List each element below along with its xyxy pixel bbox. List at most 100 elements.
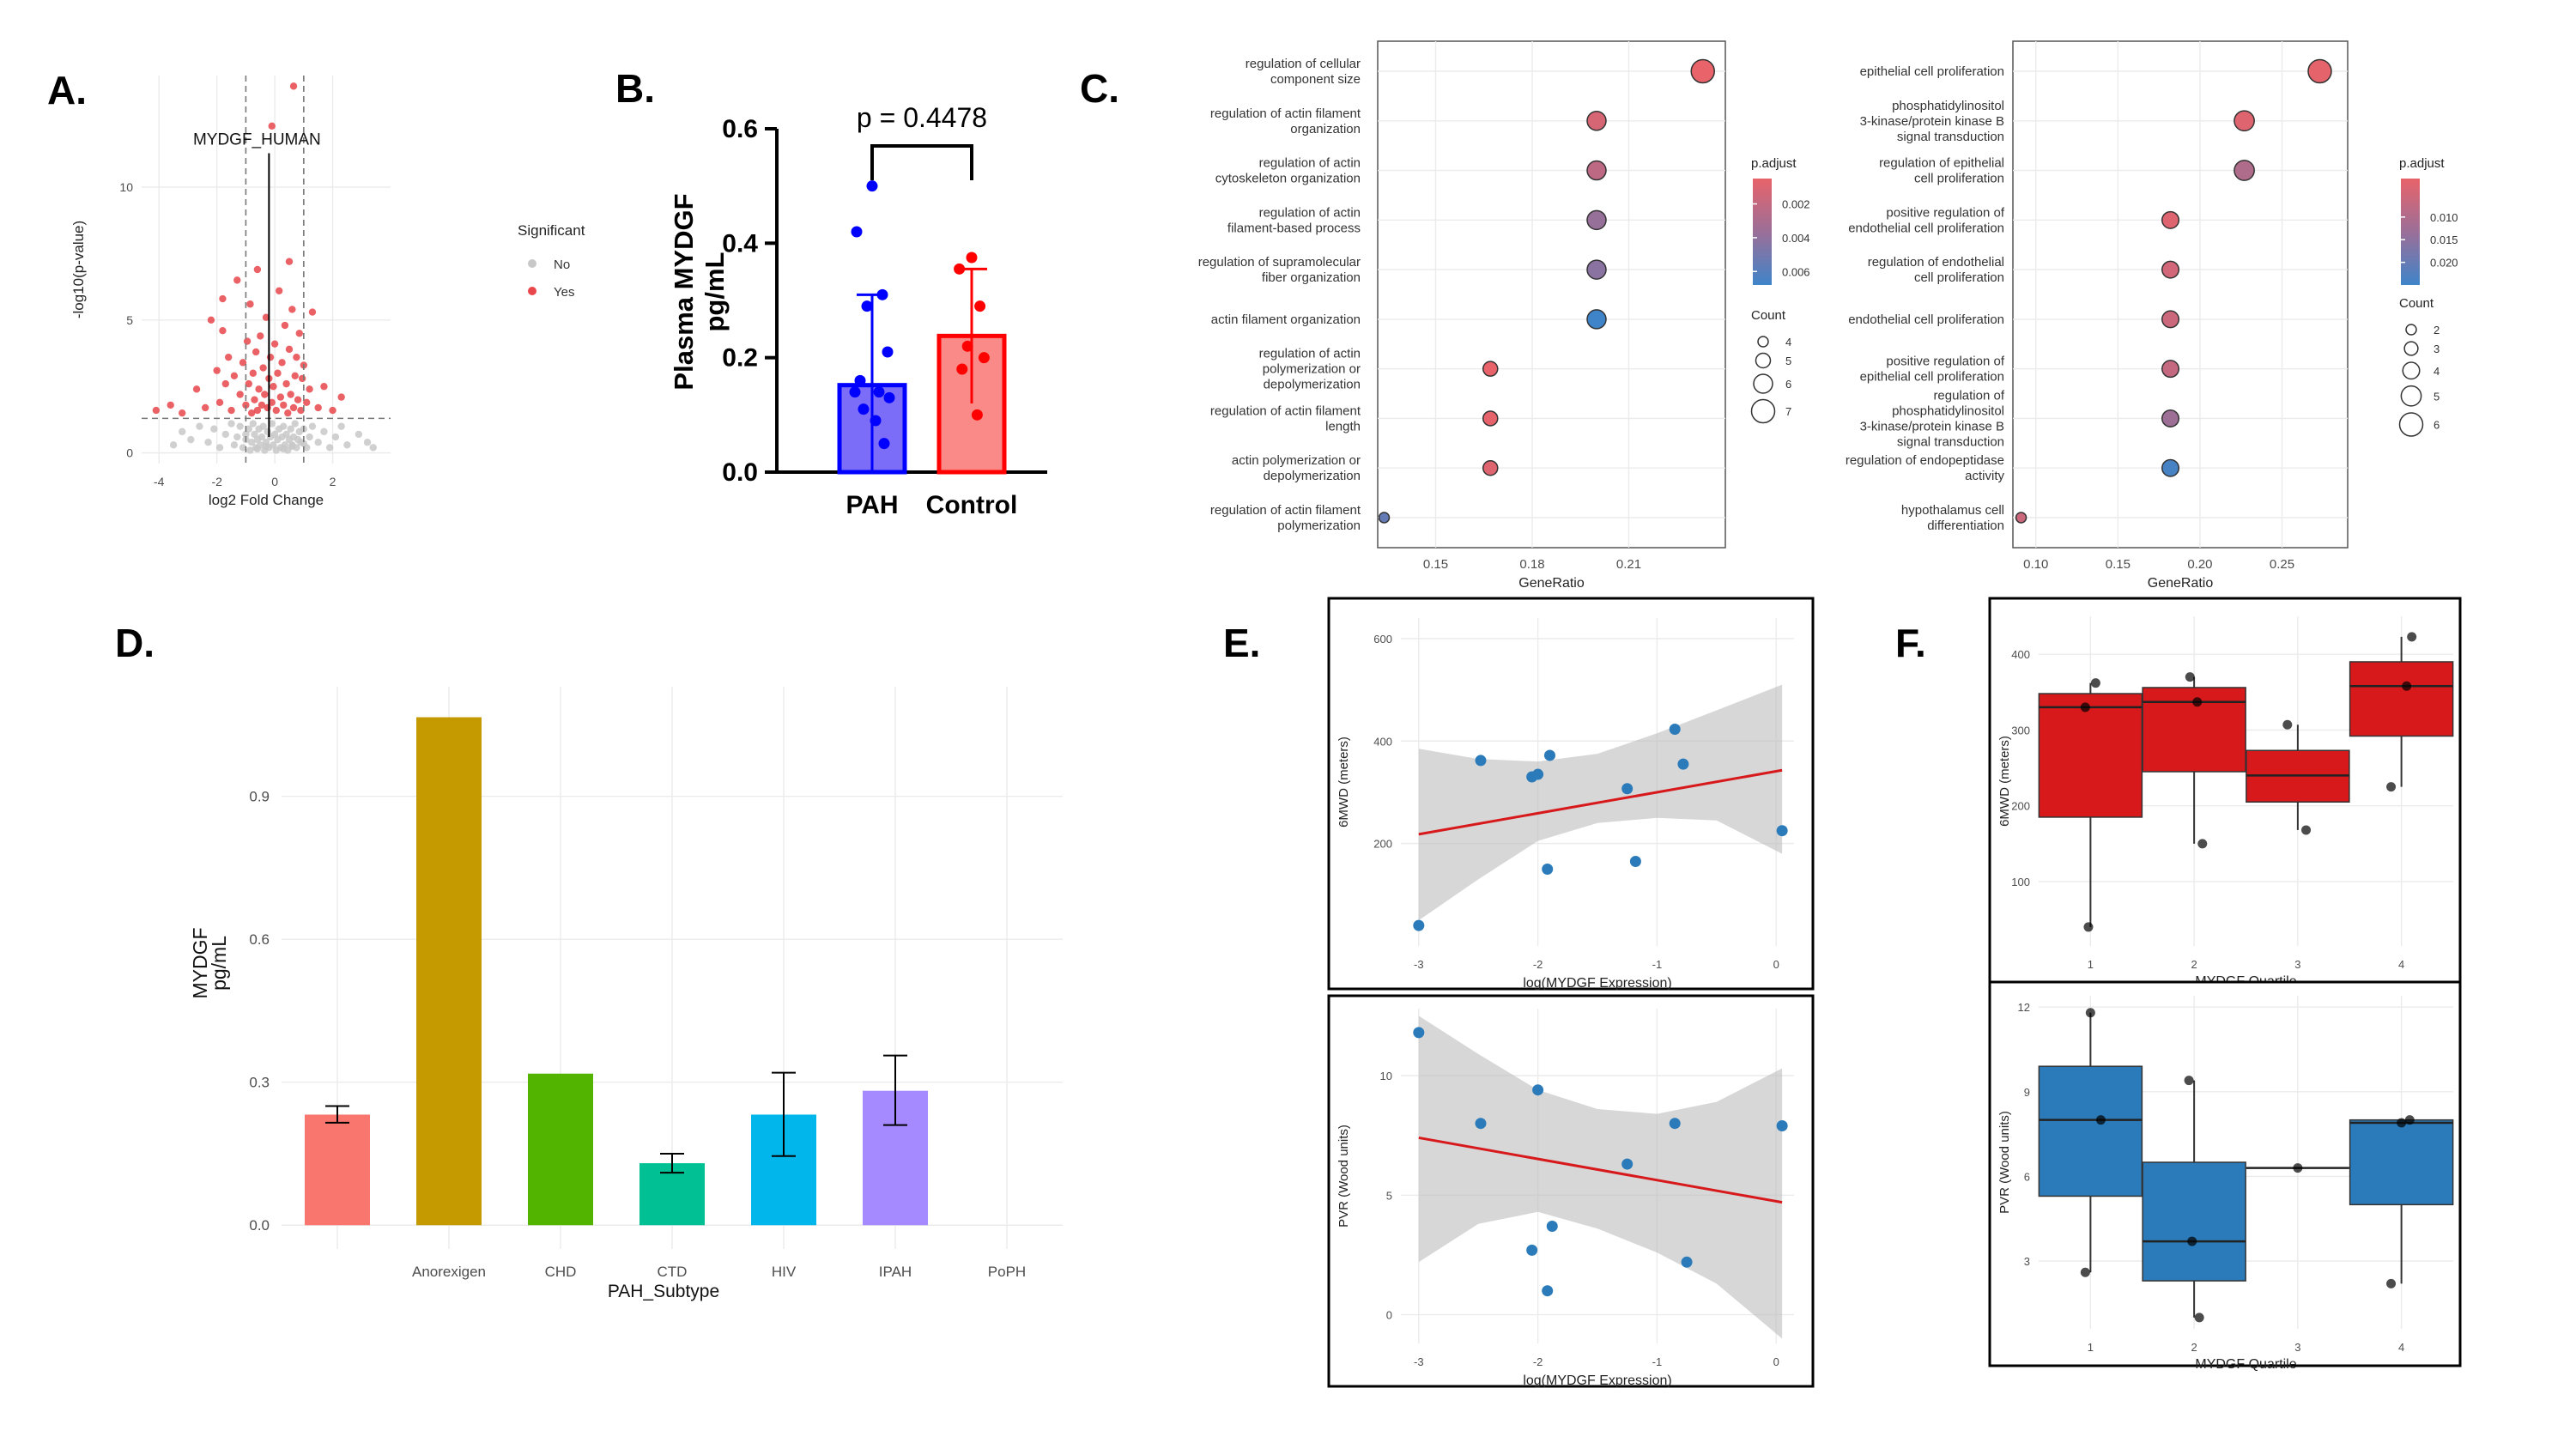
- volcano-point-yes: [245, 379, 252, 388]
- term-label-line: phosphatidylinositol: [1892, 99, 2004, 113]
- enrichment-dot: [2161, 360, 2180, 379]
- data-point: [2095, 1115, 2106, 1125]
- volcano-point-yes: [298, 374, 306, 383]
- data-point: [878, 438, 890, 450]
- panel-letter-b: B.: [615, 66, 655, 111]
- legend-size-label: 5: [2434, 390, 2440, 403]
- volcano-point-yes: [308, 308, 317, 316]
- volcano-point-yes: [287, 391, 294, 398]
- volcano-point-yes: [303, 398, 311, 406]
- data-point: [1776, 825, 1788, 837]
- y-tick-label: 9: [2024, 1086, 2030, 1099]
- term-label-line: phosphatidylinositol: [1892, 403, 2004, 418]
- data-point: [956, 363, 968, 375]
- legend-size-swatch: [2405, 324, 2417, 336]
- x-tick-label: 0.21: [1616, 557, 1641, 572]
- volcano-point-no: [259, 422, 267, 430]
- x-tick-label: PoPH: [988, 1264, 1026, 1280]
- volcano-point-no: [242, 430, 250, 439]
- volcano-point-yes: [247, 409, 256, 417]
- box-body: [2038, 1065, 2143, 1197]
- legend-size-swatch: [2402, 361, 2421, 380]
- data-point: [1677, 758, 1689, 770]
- volcano-point-no: [291, 420, 299, 427]
- data-point: [971, 409, 983, 421]
- subtype-bar-chart: Anorexigen CHD CTD HIV IPAH PoPH 0.0 0.3 0.6 0.9 P…: [189, 687, 1063, 1301]
- volcano-point-no: [320, 427, 328, 436]
- x-tick-label: 0: [1773, 958, 1779, 971]
- x-tick-label: -1: [1652, 1355, 1663, 1368]
- enrichment-dot: [2234, 160, 2255, 181]
- x-tick-label: 1: [2088, 958, 2094, 971]
- panel-letter-a: A.: [47, 68, 87, 112]
- volcano-point-no: [236, 422, 244, 430]
- term-label-line: differentiation: [1927, 518, 2004, 533]
- data-point: [861, 300, 873, 312]
- term-label: regulation ofphosphatidylinositol3-kinas…: [1860, 388, 2005, 449]
- term-label-line: depolymerization: [1264, 378, 1361, 392]
- term-label-line: cell proliferation: [1914, 270, 2004, 285]
- data-point: [1621, 1158, 1633, 1170]
- data-point: [1669, 1118, 1681, 1130]
- volcano-point-no: [369, 444, 377, 452]
- volcano-point-no: [337, 422, 345, 430]
- term-label-line: cell proliferation: [1914, 172, 2004, 186]
- y-tick-label: 10: [1380, 1070, 1392, 1082]
- data-point: [883, 391, 895, 403]
- data-point: [2184, 1076, 2194, 1086]
- enrichment-dot: [1482, 410, 1499, 427]
- enrichment-dot: [2161, 458, 2180, 477]
- data-point: [851, 226, 863, 238]
- legend-color-title: p.adjust: [2399, 156, 2445, 171]
- legend-size-swatch: [1757, 336, 1769, 348]
- data-point: [2386, 1278, 2397, 1288]
- volcano-point-yes: [291, 372, 299, 380]
- volcano-point-yes: [293, 353, 300, 361]
- x-tick-label: 2: [2191, 1341, 2197, 1354]
- data-point: [1542, 1285, 1554, 1297]
- data-point: [961, 340, 973, 352]
- data-point: [2197, 839, 2208, 849]
- volcano-point-yes: [288, 306, 296, 313]
- panel-letter-f: F.: [1895, 621, 1926, 665]
- volcano-point-no: [179, 427, 186, 436]
- volcano-point-no: [325, 444, 334, 452]
- y-tick-label: 300: [2011, 724, 2030, 737]
- y-tick-label: 6: [2024, 1170, 2030, 1183]
- legend-size-swatch: [1753, 373, 1773, 394]
- volcano-point-no: [270, 441, 277, 449]
- volcano-point-yes: [272, 406, 281, 415]
- enrichment-dot: [1482, 361, 1499, 377]
- volcano-point-yes: [255, 385, 263, 393]
- volcano-point-no: [287, 425, 294, 433]
- y-tick-label: 0: [126, 446, 133, 460]
- volcano-point-yes: [320, 383, 328, 391]
- term-label-line: regulation of cellular: [1246, 57, 1361, 71]
- legend-color-bar: [1753, 179, 1772, 285]
- term-label-line: regulation of supramolecular: [1198, 255, 1361, 270]
- volcano-point-no: [300, 440, 308, 447]
- volcano-point-yes: [276, 393, 285, 401]
- box-body: [2038, 693, 2143, 818]
- volcano-point-no: [210, 425, 218, 433]
- x-tick-label: -2: [1533, 1355, 1543, 1368]
- x-tick-label: 3: [2294, 1341, 2300, 1354]
- y-axis-title-line: Plasma MYDGF: [669, 193, 699, 390]
- data-point: [2090, 678, 2100, 688]
- volcano-point-yes: [261, 391, 269, 398]
- legend-size-title: Count: [2399, 296, 2434, 311]
- x-tick-label: CTD: [658, 1264, 688, 1280]
- x-tick-label: PAH: [846, 491, 898, 519]
- legend-swatch: [528, 287, 536, 295]
- volcano-point-no: [187, 435, 195, 444]
- y-axis-title: PVR (Wood units): [1997, 1111, 2012, 1214]
- x-axis-title: GeneRatio: [2148, 576, 2214, 591]
- volcano-point-yes: [167, 401, 174, 409]
- confidence-band: [1418, 1016, 1783, 1339]
- term-label-line: endothelial cell proliferation: [1848, 312, 2004, 327]
